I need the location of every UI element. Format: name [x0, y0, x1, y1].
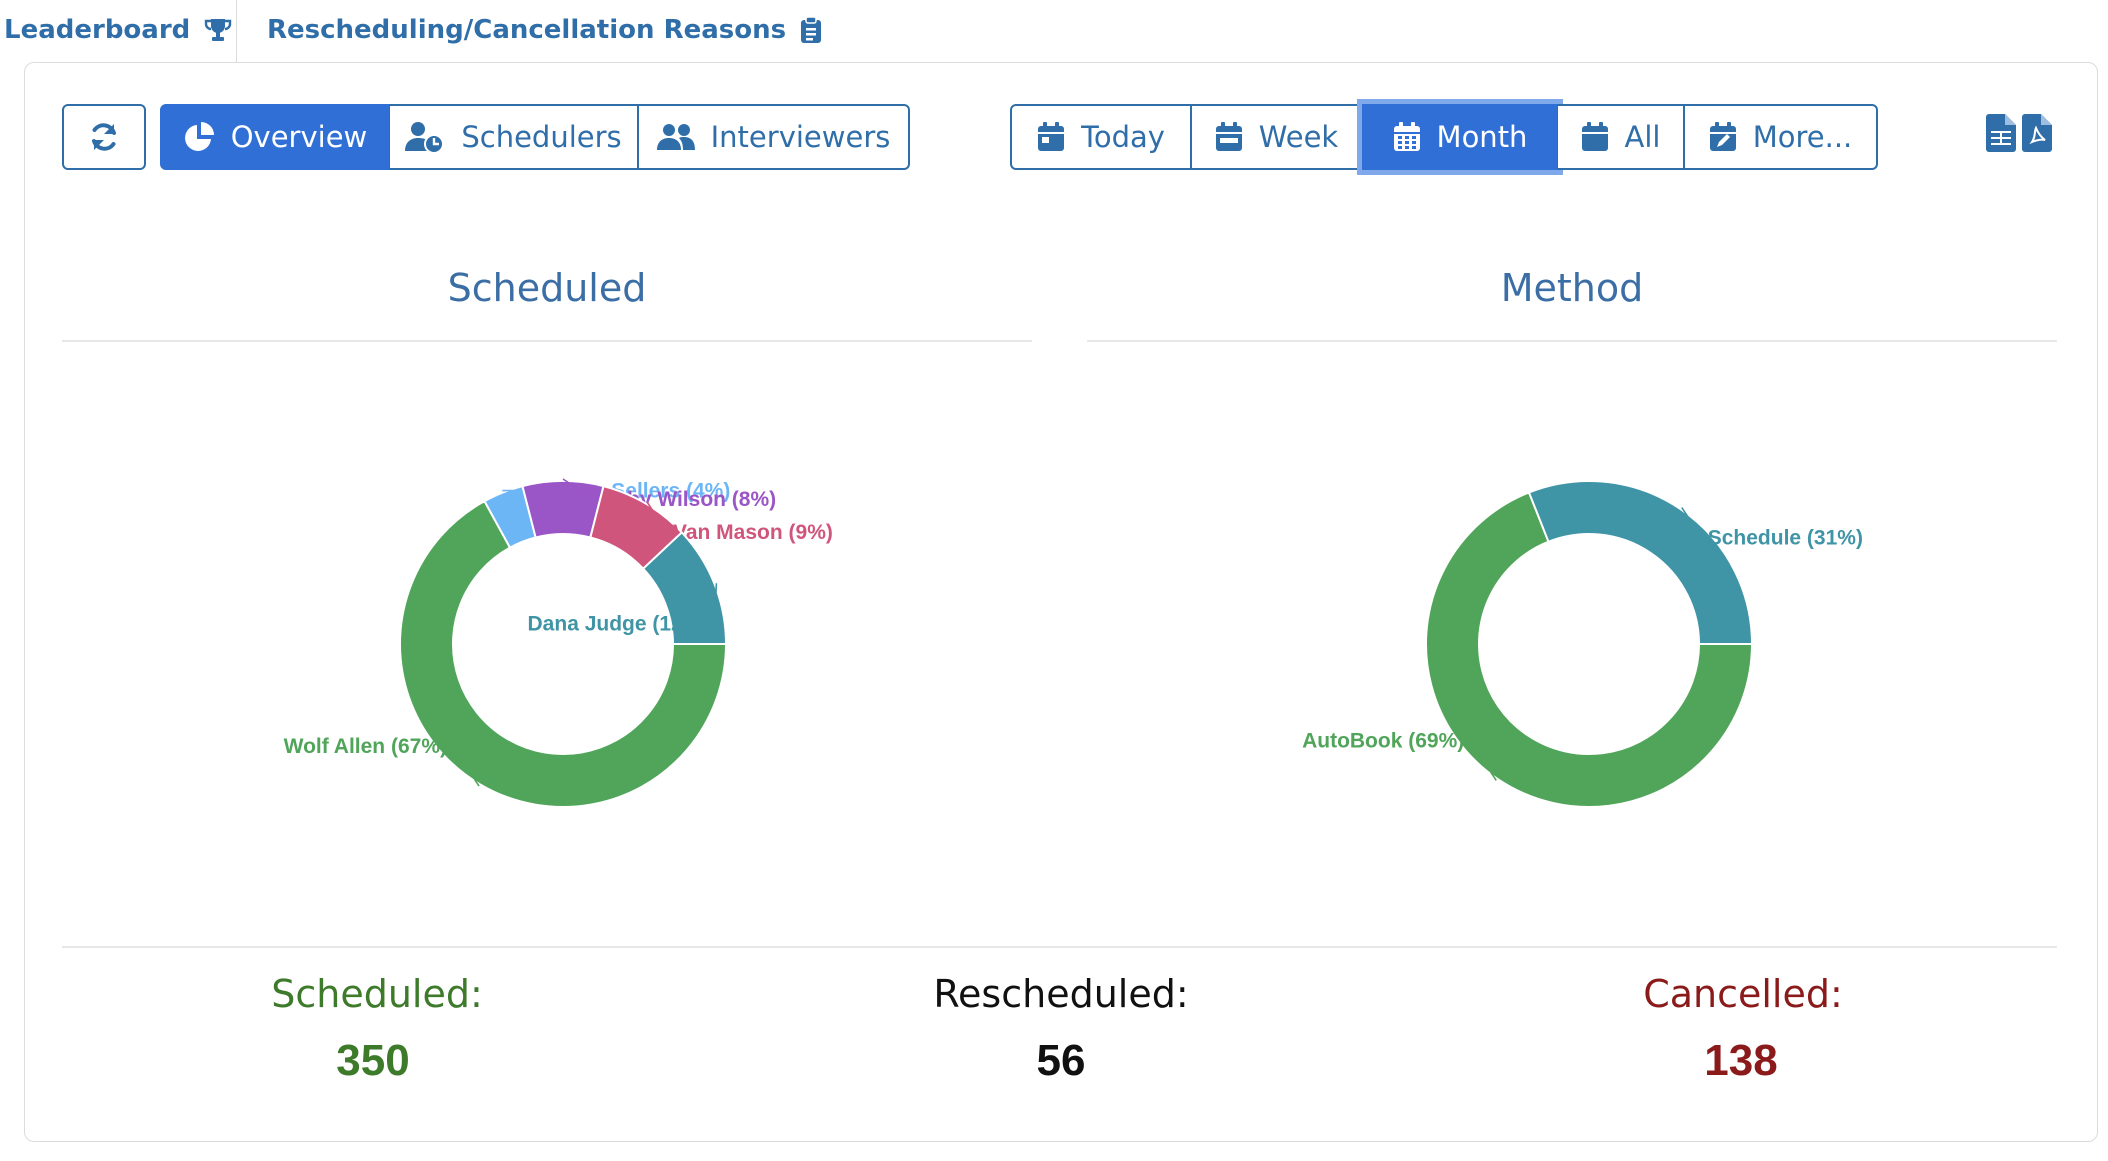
all-button[interactable]: All	[1557, 104, 1685, 170]
calendar-week-icon	[1215, 122, 1243, 152]
month-button-label: Month	[1436, 120, 1528, 154]
tab-bar: Leaderboard Rescheduling/Cancellation Re…	[0, 0, 2108, 64]
trophy-icon	[204, 17, 232, 43]
tab-divider	[236, 0, 237, 62]
scheduled-donut-chart: Wolf Allen (67%)Laura Sellers (4%)Abby W…	[284, 478, 833, 808]
clipboard-icon	[800, 16, 822, 44]
today-button-label: Today	[1081, 120, 1165, 154]
leader-line-wolf-allen	[452, 745, 480, 787]
cancelled-stat-label: Cancelled:	[1643, 972, 1843, 1016]
method-donut-chart: AutoBook (69%) Schedule (31%)	[1302, 480, 1863, 808]
slice-dana-judge[interactable]	[641, 531, 728, 645]
month-button[interactable]: Month	[1362, 104, 1558, 170]
tab-rescheduling-reasons-label: Rescheduling/Cancellation Reasons	[267, 15, 787, 45]
schedulers-button[interactable]: Schedulers	[389, 104, 639, 170]
interviewers-button-label: Interviewers	[710, 120, 891, 154]
today-button[interactable]: Today	[1010, 104, 1192, 170]
cancelled-stat-value: 138	[1704, 1036, 1778, 1085]
schedulers-button-label: Schedulers	[461, 120, 622, 154]
tab-leaderboard-label: Leaderboard	[4, 15, 191, 45]
users-icon	[656, 123, 695, 151]
tab-rescheduling-reasons[interactable]: Rescheduling/Cancellation Reasons	[267, 8, 822, 52]
overview-button[interactable]: Overview	[160, 104, 390, 170]
rescheduled-stat-value: 56	[1036, 1036, 1086, 1085]
pie-chart-icon	[183, 121, 215, 153]
leader-line-autobook	[1469, 740, 1497, 781]
slice-label-schedule: Schedule (31%)	[1708, 527, 1863, 550]
calendar-day-icon	[1037, 122, 1065, 152]
scheduled-chart-title: Scheduled	[447, 266, 647, 310]
more-button[interactable]: More...	[1684, 104, 1878, 170]
scheduled-stat-value: 350	[336, 1036, 410, 1085]
scheduled-stat-label: Scheduled:	[271, 972, 483, 1016]
slice-autobook[interactable]	[1425, 491, 1754, 808]
leader-line-abby-wilson	[562, 478, 594, 500]
refresh-button[interactable]	[62, 104, 146, 170]
rescheduled-stat-label: Rescheduled:	[933, 972, 1189, 1016]
slice-label-autobook: AutoBook (69%)	[1302, 729, 1464, 752]
week-button[interactable]: Week	[1191, 104, 1363, 170]
scheduled-title-rule	[62, 340, 1032, 342]
method-chart-title: Method	[1500, 266, 1644, 310]
slice-schedule[interactable]	[1527, 480, 1754, 645]
all-button-label: All	[1624, 120, 1661, 154]
refresh-icon	[87, 120, 121, 154]
slice-label-van-mason: Van Mason (9%)	[673, 521, 833, 544]
slice-wolf-allen[interactable]	[399, 499, 728, 808]
stats-divider	[62, 946, 2057, 948]
overview-button-label: Overview	[230, 120, 368, 154]
more-button-label: More...	[1752, 120, 1853, 154]
calendar-icon	[1581, 122, 1609, 152]
file-pdf-icon[interactable]	[2022, 114, 2052, 152]
calendar-month-icon	[1393, 122, 1421, 152]
leader-line-schedule	[1681, 507, 1703, 538]
slice-abby-wilson[interactable]	[521, 480, 605, 539]
export-icons	[1986, 114, 2052, 152]
file-excel-icon[interactable]	[1986, 114, 2016, 152]
week-button-label: Week	[1258, 120, 1339, 154]
user-clock-icon	[405, 121, 445, 153]
leader-line-dana-judge	[713, 583, 718, 624]
slice-label-dana-judge: Dana Judge (12%)	[528, 612, 709, 635]
calendar-edit-icon	[1709, 122, 1737, 152]
method-title-rule	[1087, 340, 2057, 342]
leader-line-van-mason	[646, 501, 668, 533]
slice-label-wolf-allen: Wolf Allen (67%)	[284, 735, 447, 758]
interviewers-button[interactable]: Interviewers	[638, 104, 910, 170]
tab-leaderboard[interactable]: Leaderboard	[4, 8, 232, 52]
dashboard-panel	[24, 62, 2098, 1142]
